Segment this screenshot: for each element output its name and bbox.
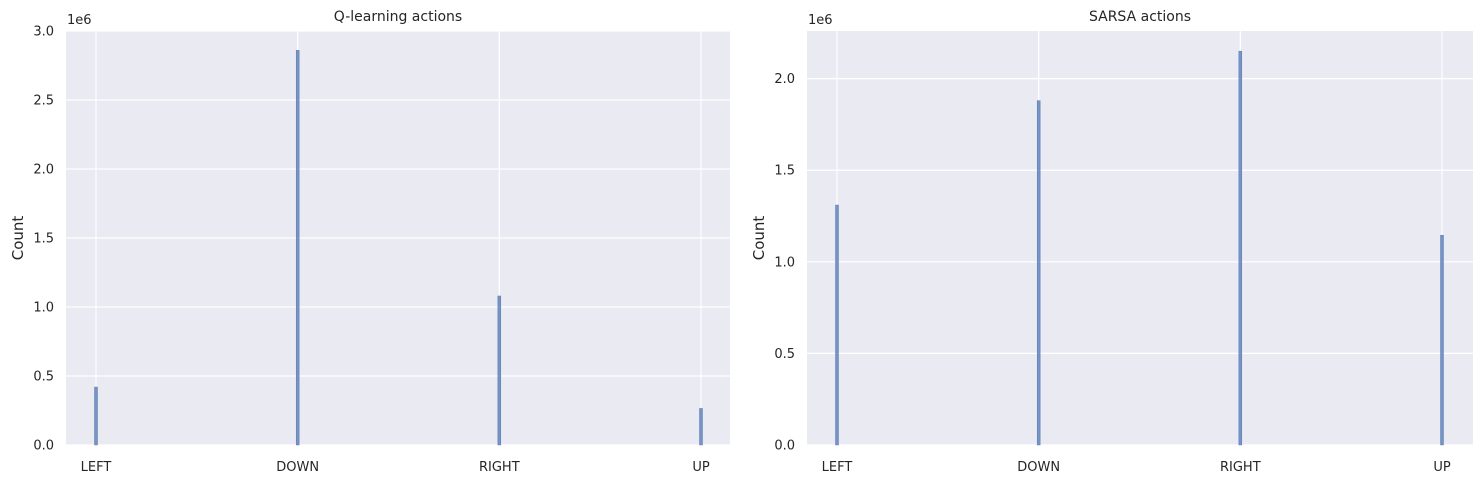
q-learning-bar-left xyxy=(94,386,98,446)
q-learning-y-tick-label: 1.0 xyxy=(33,301,54,316)
sarsa-y-tick-label: 1.5 xyxy=(774,164,795,179)
sarsa-y-tick-label: 2.0 xyxy=(774,72,795,87)
q-learning-offset-label: 1e6 xyxy=(67,13,92,28)
q-learning-bar-right xyxy=(497,295,502,446)
q-learning-panel: 0.0 0.5 1.0 1.5 2.0 2.5 3.0 LEFT DOWN RIGHT UP Q-l… xyxy=(9,9,730,475)
q-learning-x-tick-label: DOWN xyxy=(276,460,319,475)
sarsa-x-tick-label: RIGHT xyxy=(1220,460,1261,475)
sarsa-title: SARSA actions xyxy=(1089,9,1191,25)
q-learning-bar-down xyxy=(295,50,300,446)
sarsa-plot-background xyxy=(807,31,1473,445)
sarsa-x-tick-label: DOWN xyxy=(1017,460,1060,475)
sarsa-x-tick-label: LEFT xyxy=(822,460,853,475)
q-learning-y-tick-label: 0.0 xyxy=(33,439,54,454)
sarsa-bar-left xyxy=(835,204,839,446)
q-learning-y-tick-label: 0.5 xyxy=(33,370,54,385)
sarsa-panel: 0.0 0.5 1.0 1.5 2.0 LEFT DOWN RIGHT UP SARSA act… xyxy=(750,9,1473,475)
q-learning-y-tick-label: 2.5 xyxy=(33,94,54,109)
q-learning-bar-up xyxy=(699,408,703,446)
q-learning-x-tick-label: RIGHT xyxy=(479,460,520,475)
q-learning-y-tick-label: 3.0 xyxy=(33,25,54,40)
sarsa-bar-up xyxy=(1440,235,1444,446)
sarsa-offset-label: 1e6 xyxy=(808,13,833,28)
q-learning-y-tick-label: 1.5 xyxy=(33,232,54,247)
sarsa-y-tick-label: 1.0 xyxy=(774,255,795,270)
sarsa-plot-area: 0.0 0.5 1.0 1.5 2.0 LEFT DOWN RIGHT UP xyxy=(774,31,1473,475)
q-learning-title: Q-learning actions xyxy=(334,9,462,25)
sarsa-x-tick-label: UP xyxy=(1433,460,1451,475)
q-learning-plot-area: 0.0 0.5 1.0 1.5 2.0 2.5 3.0 LEFT DOWN RIGHT UP xyxy=(33,25,730,475)
q-learning-y-tick-label: 2.0 xyxy=(33,163,54,178)
sarsa-bar-down xyxy=(1036,100,1041,446)
q-learning-y-axis-label: Count xyxy=(9,216,27,261)
q-learning-x-tick-label: UP xyxy=(692,460,710,475)
sarsa-y-tick-label: 0.5 xyxy=(774,347,795,362)
sarsa-y-tick-label: 0.0 xyxy=(774,439,795,454)
sarsa-bar-right xyxy=(1238,50,1243,446)
q-learning-x-tick-label: LEFT xyxy=(81,460,112,475)
sarsa-y-axis-label: Count xyxy=(750,216,768,261)
